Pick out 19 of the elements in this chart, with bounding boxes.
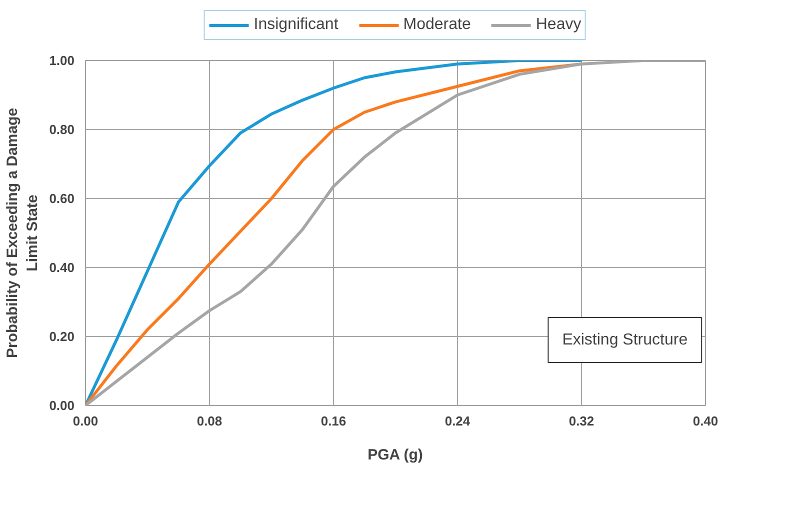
y-tick-label: 1.00 <box>49 53 75 68</box>
x-tick-label: 0.40 <box>692 414 718 428</box>
y-tick-label: 0.80 <box>49 122 75 137</box>
x-tick-label: 0.32 <box>568 414 594 428</box>
legend-label: Heavy <box>536 16 582 34</box>
x-tick-label: 0.00 <box>72 414 98 428</box>
legend-label: Moderate <box>403 16 471 34</box>
x-tick-label: 0.16 <box>320 414 346 428</box>
x-tick-label: 0.24 <box>444 414 471 428</box>
x-tick-label: 0.08 <box>196 414 222 428</box>
y-tick-label: 0.60 <box>49 191 75 206</box>
legend-label: Insignificant <box>254 16 338 34</box>
line-series <box>86 60 706 406</box>
y-tick-label: 0.20 <box>49 329 75 344</box>
annotation: Existing Structure <box>562 331 688 348</box>
y-tick-label: 0.40 <box>49 260 75 275</box>
y-tick-label: 0.00 <box>49 398 75 413</box>
x-axis-title: PGA (g) <box>368 446 423 464</box>
y-axis-title: Probability of Exceeding a Damage Limit State <box>4 108 42 358</box>
